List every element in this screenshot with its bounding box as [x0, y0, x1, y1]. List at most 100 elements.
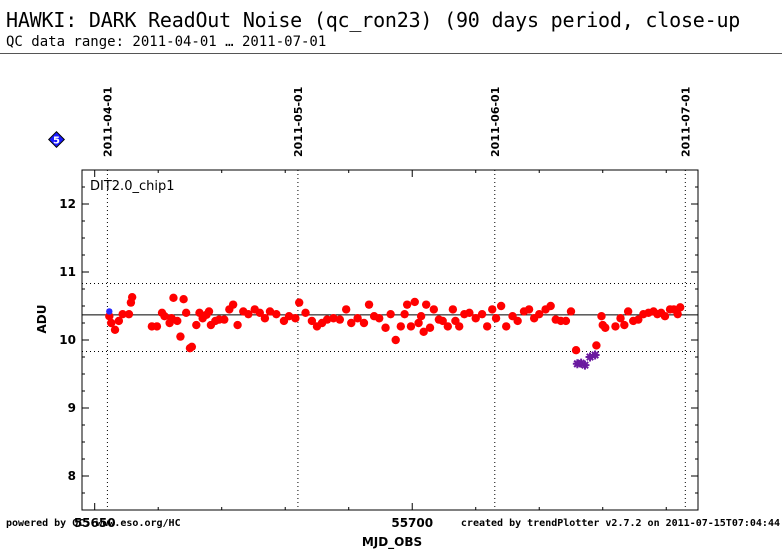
data-point: [429, 305, 439, 314]
footer-created-by: created by trendPlotter v2.7.2 on 2011-0…: [460, 518, 780, 529]
data-point: [386, 309, 395, 319]
data-point: [284, 312, 294, 321]
data-point: [152, 322, 162, 331]
data-point: [488, 305, 497, 314]
data-point: [347, 318, 356, 328]
data-point: [535, 309, 544, 319]
data-point: [272, 309, 281, 319]
data-point: [294, 298, 304, 307]
date-markers: 2011-04-01 2011-05-01 2011-06-01 2011-07-01: [101, 87, 692, 510]
data-point: [592, 341, 601, 350]
data-point: [391, 335, 400, 345]
data-point: [204, 307, 214, 316]
data-point: [169, 293, 178, 303]
data-point: [353, 314, 362, 323]
data-point: [335, 315, 345, 324]
y-axis-label: ADU: [35, 305, 49, 334]
data-point: [502, 322, 511, 331]
data-point: [566, 307, 576, 316]
panel-label: DIT2.0_chip1: [90, 179, 174, 194]
chart-number-badge-label: 5: [53, 136, 60, 147]
header-divider: [0, 53, 782, 54]
data-point: [425, 323, 435, 332]
y-tick-label: 12: [59, 197, 76, 211]
date-marker-label: 2011-05-01: [292, 87, 305, 157]
data-point: [471, 314, 480, 323]
x-tick-label: 55700: [391, 516, 433, 530]
data-point: [410, 297, 419, 307]
trend-chart: 5 DIT2.0_chip1 8 9 10 11 12 55650 55700 2011-0…: [35, 87, 699, 550]
data-point: [265, 307, 275, 316]
data-point: [179, 295, 188, 304]
data-point: [341, 305, 351, 314]
data-point: [616, 314, 625, 323]
data-point: [416, 312, 426, 321]
data-point: [107, 318, 116, 328]
data-point: [244, 309, 253, 319]
data-point: [571, 346, 581, 355]
axis-ticks: 8 9 10 11 12 55650 55700: [59, 169, 698, 530]
data-point: [105, 312, 114, 321]
data-point: [443, 322, 452, 331]
data-point: [124, 309, 134, 319]
data-point: [402, 300, 412, 309]
y-tick-label: 9: [68, 401, 76, 415]
data-point: [127, 292, 137, 302]
data-point: [406, 322, 416, 331]
data-point: [561, 316, 571, 326]
y-tick-label: 10: [59, 333, 76, 347]
data-point: [118, 309, 127, 319]
data-point: [597, 312, 606, 321]
page-title: HAWKI: DARK ReadOut Noise (qc_ron23) (90…: [6, 8, 741, 32]
data-point-blue: [106, 308, 113, 315]
data-point: [181, 308, 191, 317]
data-point: [173, 316, 182, 326]
data-point: [634, 315, 643, 324]
data-point: [110, 325, 120, 334]
chart-number-badge: 5: [48, 131, 65, 148]
data-point: [307, 316, 317, 326]
date-marker-label: 2011-04-01: [101, 87, 114, 157]
data-point: [255, 308, 265, 317]
data-point: [524, 305, 534, 314]
outlier-point: [576, 358, 586, 368]
y-tick-label: 8: [68, 469, 76, 483]
plot-frame: [81, 169, 699, 511]
data-point: [187, 342, 197, 351]
data-point: [601, 323, 610, 332]
data-point: [160, 312, 169, 321]
outlier-point: [580, 360, 590, 370]
data-point: [359, 318, 369, 328]
data-point: [513, 316, 522, 326]
data-point: [233, 320, 242, 330]
data-point: [192, 320, 201, 330]
outlier-point: [585, 352, 595, 362]
data-point: [114, 316, 124, 326]
data-point: [322, 315, 332, 324]
data-point: [291, 314, 300, 323]
data-point: [381, 323, 390, 332]
data-point: [301, 308, 310, 317]
data-point: [260, 314, 270, 323]
data-point: [676, 303, 685, 312]
data-point: [375, 314, 384, 323]
data-point: [421, 300, 431, 309]
date-marker-label: 2011-06-01: [489, 87, 502, 157]
data-point: [477, 309, 487, 319]
data-point: [364, 300, 374, 309]
data-points: [105, 292, 685, 370]
data-point: [438, 316, 447, 326]
x-axis-label: MJD_OBS: [362, 535, 422, 550]
data-point: [176, 332, 185, 341]
data-point: [496, 301, 506, 311]
y-tick-label: 11: [59, 265, 76, 279]
data-point: [455, 322, 464, 331]
footer-powered-by: powered by QC: www.eso.org/HC: [6, 518, 181, 529]
data-point: [465, 308, 474, 317]
data-point: [414, 318, 423, 328]
data-point: [491, 314, 501, 323]
outlier-point: [590, 350, 600, 360]
x-tick-label: 55650: [74, 516, 116, 530]
data-point: [419, 327, 428, 337]
date-marker-label: 2011-07-01: [679, 87, 692, 157]
